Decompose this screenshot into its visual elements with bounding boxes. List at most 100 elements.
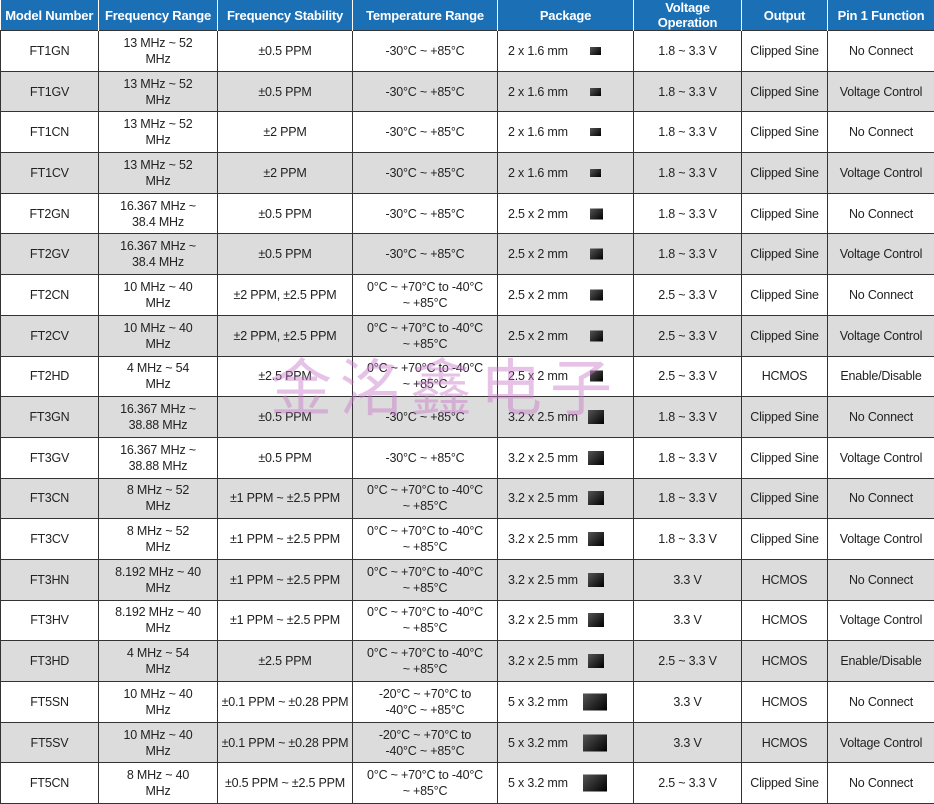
- model-number-cell: FT3GV: [1, 437, 99, 478]
- package-chip-icon: [583, 775, 607, 792]
- output-cell: HCMOS: [742, 559, 828, 600]
- column-header: Temperature Range: [353, 0, 498, 31]
- temperature-range-cell: -30°C ~ +85°C: [353, 397, 498, 438]
- package-size: 3.2 x 2.5 mm: [508, 532, 578, 546]
- pin1-function-cell: Voltage Control: [828, 600, 934, 641]
- voltage-operation-cell: 1.8 ~ 3.3 V: [634, 193, 742, 234]
- pin1-function-cell: Voltage Control: [828, 234, 934, 275]
- package-cell: 3.2 x 2.5 mm: [498, 437, 634, 478]
- package-cell: 3.2 x 2.5 mm: [498, 519, 634, 560]
- package-cell: 5 x 3.2 mm: [498, 682, 634, 723]
- frequency-range-cell: 13 MHz ~ 52 MHz: [99, 153, 218, 194]
- package-cell: 2.5 x 2 mm: [498, 193, 634, 234]
- temperature-range-cell: -30°C ~ +85°C: [353, 112, 498, 153]
- frequency-range-cell: 8.192 MHz ~ 40 MHz: [99, 600, 218, 641]
- temperature-range-cell: 0°C ~ +70°C to -40°C ~ +85°C: [353, 600, 498, 641]
- frequency-stability-cell: ±0.5 PPM: [218, 31, 353, 72]
- frequency-stability-cell: ±2 PPM: [218, 153, 353, 194]
- frequency-stability-cell: ±0.5 PPM: [218, 397, 353, 438]
- frequency-stability-cell: ±2 PPM, ±2.5 PPM: [218, 275, 353, 316]
- frequency-range-cell: 16.367 MHz ~ 38.88 MHz: [99, 437, 218, 478]
- package-size: 2.5 x 2 mm: [508, 369, 568, 383]
- frequency-range-cell: 8 MHz ~ 52 MHz: [99, 519, 218, 560]
- frequency-range-cell: 13 MHz ~ 52 MHz: [99, 31, 218, 72]
- voltage-operation-cell: 2.5 ~ 3.3 V: [634, 315, 742, 356]
- frequency-stability-cell: ±0.5 PPM ~ ±2.5 PPM: [218, 763, 353, 804]
- column-header: Pin 1 Function: [828, 0, 934, 31]
- voltage-operation-cell: 2.5 ~ 3.3 V: [634, 356, 742, 397]
- package-cell: 3.2 x 2.5 mm: [498, 478, 634, 519]
- pin1-function-cell: Voltage Control: [828, 71, 934, 112]
- voltage-operation-cell: 1.8 ~ 3.3 V: [634, 112, 742, 153]
- package-cell: 5 x 3.2 mm: [498, 763, 634, 804]
- package-size: 5 x 3.2 mm: [508, 776, 568, 790]
- temperature-range-cell: 0°C ~ +70°C to -40°C ~ +85°C: [353, 519, 498, 560]
- package-cell: 2.5 x 2 mm: [498, 356, 634, 397]
- voltage-operation-cell: 1.8 ~ 3.3 V: [634, 71, 742, 112]
- model-number-cell: FT5SN: [1, 682, 99, 723]
- model-number-cell: FT5CN: [1, 763, 99, 804]
- package-size: 2.5 x 2 mm: [508, 329, 568, 343]
- package-size: 3.2 x 2.5 mm: [508, 654, 578, 668]
- temperature-range-cell: -30°C ~ +85°C: [353, 31, 498, 72]
- model-number-cell: FT3HV: [1, 600, 99, 641]
- output-cell: Clipped Sine: [742, 315, 828, 356]
- pin1-function-cell: No Connect: [828, 112, 934, 153]
- frequency-range-cell: 8.192 MHz ~ 40 MHz: [99, 559, 218, 600]
- pin1-function-cell: No Connect: [828, 478, 934, 519]
- output-cell: Clipped Sine: [742, 31, 828, 72]
- output-cell: HCMOS: [742, 600, 828, 641]
- package-chip-icon: [590, 249, 603, 260]
- voltage-operation-cell: 1.8 ~ 3.3 V: [634, 478, 742, 519]
- voltage-operation-cell: 1.8 ~ 3.3 V: [634, 31, 742, 72]
- voltage-operation-cell: 1.8 ~ 3.3 V: [634, 234, 742, 275]
- package-chip-icon: [583, 734, 607, 751]
- package-size: 2.5 x 2 mm: [508, 247, 568, 261]
- package-size: 2 x 1.6 mm: [508, 166, 568, 180]
- frequency-stability-cell: ±2.5 PPM: [218, 641, 353, 682]
- temperature-range-cell: 0°C ~ +70°C to -40°C ~ +85°C: [353, 356, 498, 397]
- frequency-range-cell: 10 MHz ~ 40 MHz: [99, 682, 218, 723]
- model-number-cell: FT2HD: [1, 356, 99, 397]
- pin1-function-cell: Enable/Disable: [828, 641, 934, 682]
- frequency-stability-cell: ±1 PPM ~ ±2.5 PPM: [218, 600, 353, 641]
- package-chip-icon: [588, 654, 604, 668]
- temperature-range-cell: 0°C ~ +70°C to -40°C ~ +85°C: [353, 559, 498, 600]
- package-cell: 3.2 x 2.5 mm: [498, 559, 634, 600]
- frequency-stability-cell: ±1 PPM ~ ±2.5 PPM: [218, 519, 353, 560]
- output-cell: Clipped Sine: [742, 71, 828, 112]
- output-cell: Clipped Sine: [742, 234, 828, 275]
- model-number-cell: FT3HD: [1, 641, 99, 682]
- pin1-function-cell: No Connect: [828, 559, 934, 600]
- frequency-range-cell: 10 MHz ~ 40 MHz: [99, 722, 218, 763]
- temperature-range-cell: -30°C ~ +85°C: [353, 193, 498, 234]
- package-chip-icon: [590, 208, 603, 219]
- model-number-cell: FT2CN: [1, 275, 99, 316]
- package-cell: 5 x 3.2 mm: [498, 722, 634, 763]
- pin1-function-cell: No Connect: [828, 763, 934, 804]
- frequency-range-cell: 16.367 MHz ~ 38.88 MHz: [99, 397, 218, 438]
- frequency-stability-cell: ±0.5 PPM: [218, 234, 353, 275]
- package-cell: 2.5 x 2 mm: [498, 275, 634, 316]
- voltage-operation-cell: 2.5 ~ 3.3 V: [634, 763, 742, 804]
- output-cell: Clipped Sine: [742, 478, 828, 519]
- output-cell: HCMOS: [742, 356, 828, 397]
- frequency-stability-cell: ±0.1 PPM ~ ±0.28 PPM: [218, 722, 353, 763]
- package-size: 2.5 x 2 mm: [508, 288, 568, 302]
- column-header: Model Number: [1, 0, 99, 31]
- model-number-cell: FT1CV: [1, 153, 99, 194]
- frequency-stability-cell: ±1 PPM ~ ±2.5 PPM: [218, 559, 353, 600]
- voltage-operation-cell: 2.5 ~ 3.3 V: [634, 641, 742, 682]
- package-chip-icon: [590, 371, 603, 382]
- voltage-operation-cell: 1.8 ~ 3.3 V: [634, 153, 742, 194]
- pin1-function-cell: No Connect: [828, 31, 934, 72]
